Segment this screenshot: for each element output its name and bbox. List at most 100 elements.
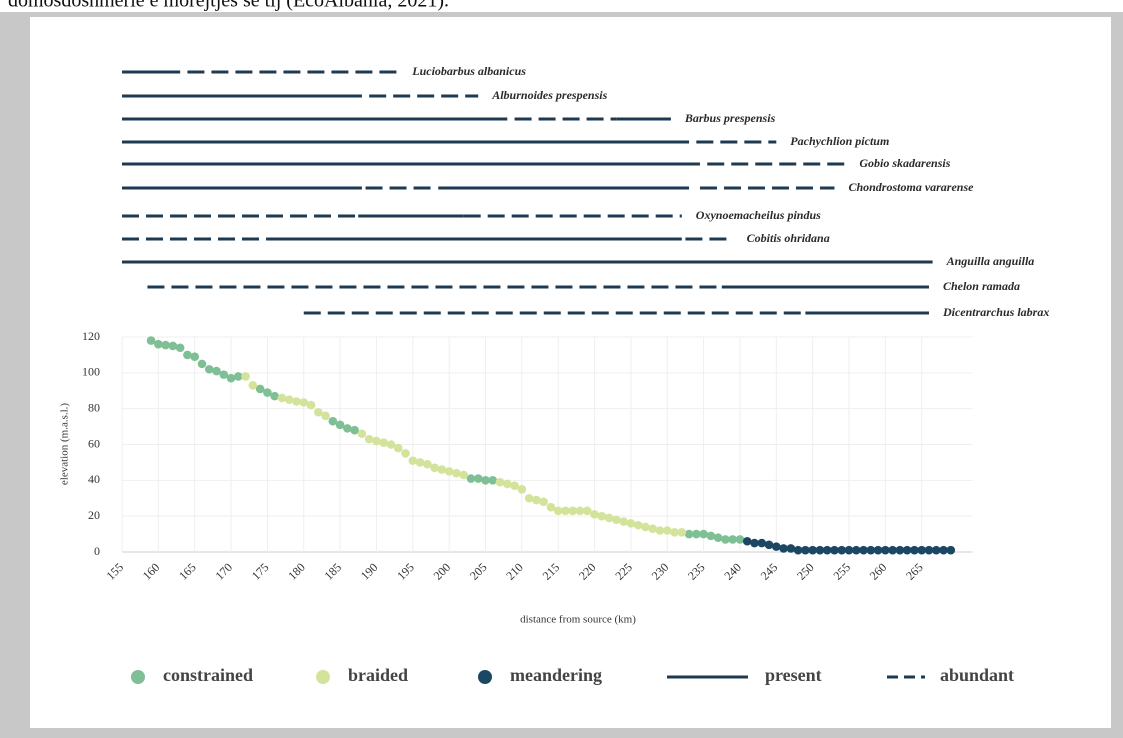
elevation-point xyxy=(597,511,607,521)
elevation-point xyxy=(801,545,810,555)
elevation-point xyxy=(270,391,279,401)
elevation-point xyxy=(299,398,309,407)
legend-marker xyxy=(478,670,492,684)
elevation-point xyxy=(546,502,556,512)
elevation-point xyxy=(750,538,759,548)
species-name: Chondrostoma vararense xyxy=(848,180,974,194)
elevation-point xyxy=(197,359,207,369)
elevation-point xyxy=(219,370,229,379)
species-name: Barbus prespensis xyxy=(684,111,776,125)
y-tick-label: 100 xyxy=(82,365,100,379)
elevation-point xyxy=(633,520,643,530)
elevation-point xyxy=(146,336,156,345)
elevation-point xyxy=(292,397,301,406)
elevation-point xyxy=(851,545,861,555)
legend-label: abundant xyxy=(940,665,1014,685)
elevation-point xyxy=(161,340,170,350)
elevation-point xyxy=(241,372,250,381)
elevation-point xyxy=(728,535,737,544)
species-name: Cobitis ohridana xyxy=(747,231,830,245)
legend-label: braided xyxy=(348,665,408,685)
elevation-point xyxy=(815,545,825,555)
y-tick-label: 80 xyxy=(88,400,100,414)
elevation-point xyxy=(459,470,468,480)
elevation-point xyxy=(604,513,614,523)
elevation-point xyxy=(786,544,796,553)
elevation-point xyxy=(481,476,490,485)
elevation-point xyxy=(212,366,221,376)
y-tick-label: 0 xyxy=(94,544,100,558)
elevation-point xyxy=(553,506,563,516)
elevation-point xyxy=(503,479,512,489)
elevation-point xyxy=(931,545,941,555)
elevation-point xyxy=(619,517,628,526)
species-name: Chelon ramada xyxy=(943,279,1020,293)
elevation-point xyxy=(408,456,418,465)
elevation-point xyxy=(284,395,294,405)
elevation-point xyxy=(415,458,425,467)
elevation-point xyxy=(757,538,767,548)
elevation-point xyxy=(895,545,905,555)
x-axis-label: distance from source (km) xyxy=(520,614,636,626)
elevation-point xyxy=(561,506,570,516)
elevation-point xyxy=(662,526,672,535)
elevation-point xyxy=(248,381,258,390)
elevation-point xyxy=(328,416,338,426)
elevation-point xyxy=(313,407,323,417)
elevation-point xyxy=(713,533,723,542)
elevation-point xyxy=(321,411,330,421)
elevation-point xyxy=(379,438,389,448)
elevation-point xyxy=(255,384,265,394)
elevation-point xyxy=(190,352,199,362)
legend-label: constrained xyxy=(163,665,253,685)
legend-marker xyxy=(131,670,145,684)
elevation-point xyxy=(575,506,585,516)
elevation-point xyxy=(473,474,483,483)
elevation-point xyxy=(764,540,774,550)
elevation-point xyxy=(706,531,716,541)
species-name: Pachychlion pictum xyxy=(790,134,889,148)
elevation-point xyxy=(917,545,926,555)
elevation-point xyxy=(772,542,781,551)
elevation-point xyxy=(641,522,650,532)
elevation-point xyxy=(234,372,243,381)
elevation-point xyxy=(183,350,192,360)
elevation-point xyxy=(612,515,621,525)
elevation-point xyxy=(822,545,832,555)
elevation-point xyxy=(226,373,236,383)
caption: domosdoshmërie e morejtjes se tij (EcoAl… xyxy=(8,0,449,12)
legend-marker xyxy=(316,670,330,684)
elevation-point xyxy=(684,529,694,539)
elevation-point xyxy=(692,529,701,539)
elevation-point xyxy=(924,545,934,555)
species-name: Oxynoemacheilus pindus xyxy=(696,208,821,222)
elevation-point xyxy=(837,545,847,555)
elevation-point xyxy=(902,545,912,555)
elevation-point xyxy=(859,545,868,555)
elevation-point xyxy=(946,545,956,555)
y-tick-label: 60 xyxy=(88,436,100,450)
elevation-point xyxy=(430,463,439,473)
elevation-point xyxy=(423,459,432,469)
elevation-point xyxy=(532,495,541,505)
species-name: Luciobarbus albanicus xyxy=(411,64,526,78)
elevation-point xyxy=(524,493,534,503)
elevation-point xyxy=(386,440,396,449)
species-name: Alburnoides prespensis xyxy=(491,88,607,102)
elevation-point xyxy=(881,545,890,555)
elevation-point xyxy=(488,476,498,485)
elevation-point xyxy=(277,393,287,403)
elevation-point xyxy=(735,535,745,544)
elevation-point xyxy=(444,467,454,476)
elevation-point xyxy=(779,544,788,553)
elevation-point xyxy=(335,420,345,430)
elevation-point xyxy=(364,434,374,444)
elevation-point xyxy=(204,364,214,374)
elevation-point xyxy=(437,465,447,474)
elevation-point xyxy=(808,545,817,555)
elevation-point xyxy=(888,545,897,555)
elevation-point xyxy=(873,545,883,555)
elevation-point xyxy=(175,343,185,353)
